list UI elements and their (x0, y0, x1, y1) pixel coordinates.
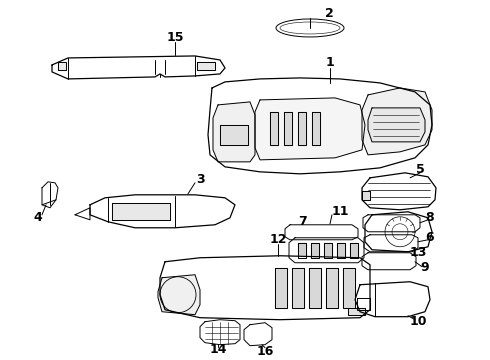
Polygon shape (270, 112, 278, 145)
Polygon shape (275, 268, 287, 308)
Polygon shape (363, 215, 420, 232)
Text: 1: 1 (326, 57, 334, 69)
Text: 12: 12 (269, 233, 287, 246)
Polygon shape (326, 268, 338, 308)
Text: 5: 5 (416, 163, 424, 176)
Text: 10: 10 (409, 315, 427, 328)
Polygon shape (311, 243, 319, 258)
Polygon shape (309, 268, 321, 308)
Text: 7: 7 (297, 215, 306, 228)
Polygon shape (58, 62, 66, 70)
Text: 8: 8 (426, 211, 434, 224)
Ellipse shape (276, 19, 344, 37)
Polygon shape (158, 275, 200, 315)
Polygon shape (364, 235, 418, 252)
Polygon shape (292, 268, 304, 308)
Text: 2: 2 (325, 8, 333, 21)
Polygon shape (220, 125, 248, 145)
Text: 16: 16 (256, 345, 274, 358)
Polygon shape (75, 208, 90, 220)
Polygon shape (362, 253, 416, 270)
Polygon shape (298, 243, 306, 258)
Text: 4: 4 (34, 211, 42, 224)
Polygon shape (355, 282, 430, 317)
Polygon shape (362, 191, 370, 200)
Text: 15: 15 (166, 31, 184, 45)
Polygon shape (285, 225, 358, 240)
Polygon shape (362, 88, 432, 155)
Polygon shape (324, 243, 332, 258)
Polygon shape (357, 298, 370, 310)
Text: 14: 14 (209, 343, 227, 356)
Text: 13: 13 (409, 246, 427, 259)
Polygon shape (343, 268, 355, 308)
Polygon shape (90, 195, 235, 228)
Polygon shape (337, 243, 345, 258)
Polygon shape (362, 173, 436, 210)
Polygon shape (213, 102, 255, 162)
Polygon shape (365, 212, 432, 252)
Polygon shape (348, 308, 365, 315)
Polygon shape (112, 203, 170, 220)
Polygon shape (368, 108, 425, 142)
Polygon shape (244, 323, 272, 346)
Polygon shape (284, 112, 292, 145)
Polygon shape (289, 238, 364, 263)
Text: 11: 11 (331, 205, 349, 218)
Text: 6: 6 (426, 231, 434, 244)
Polygon shape (160, 256, 370, 320)
Polygon shape (208, 78, 432, 174)
Polygon shape (350, 243, 358, 258)
Polygon shape (298, 112, 306, 145)
Polygon shape (52, 56, 225, 79)
Polygon shape (255, 98, 365, 160)
Polygon shape (312, 112, 320, 145)
Polygon shape (200, 320, 240, 345)
Polygon shape (197, 62, 215, 70)
Text: 3: 3 (196, 173, 204, 186)
Text: 9: 9 (421, 261, 429, 274)
Polygon shape (42, 182, 58, 208)
